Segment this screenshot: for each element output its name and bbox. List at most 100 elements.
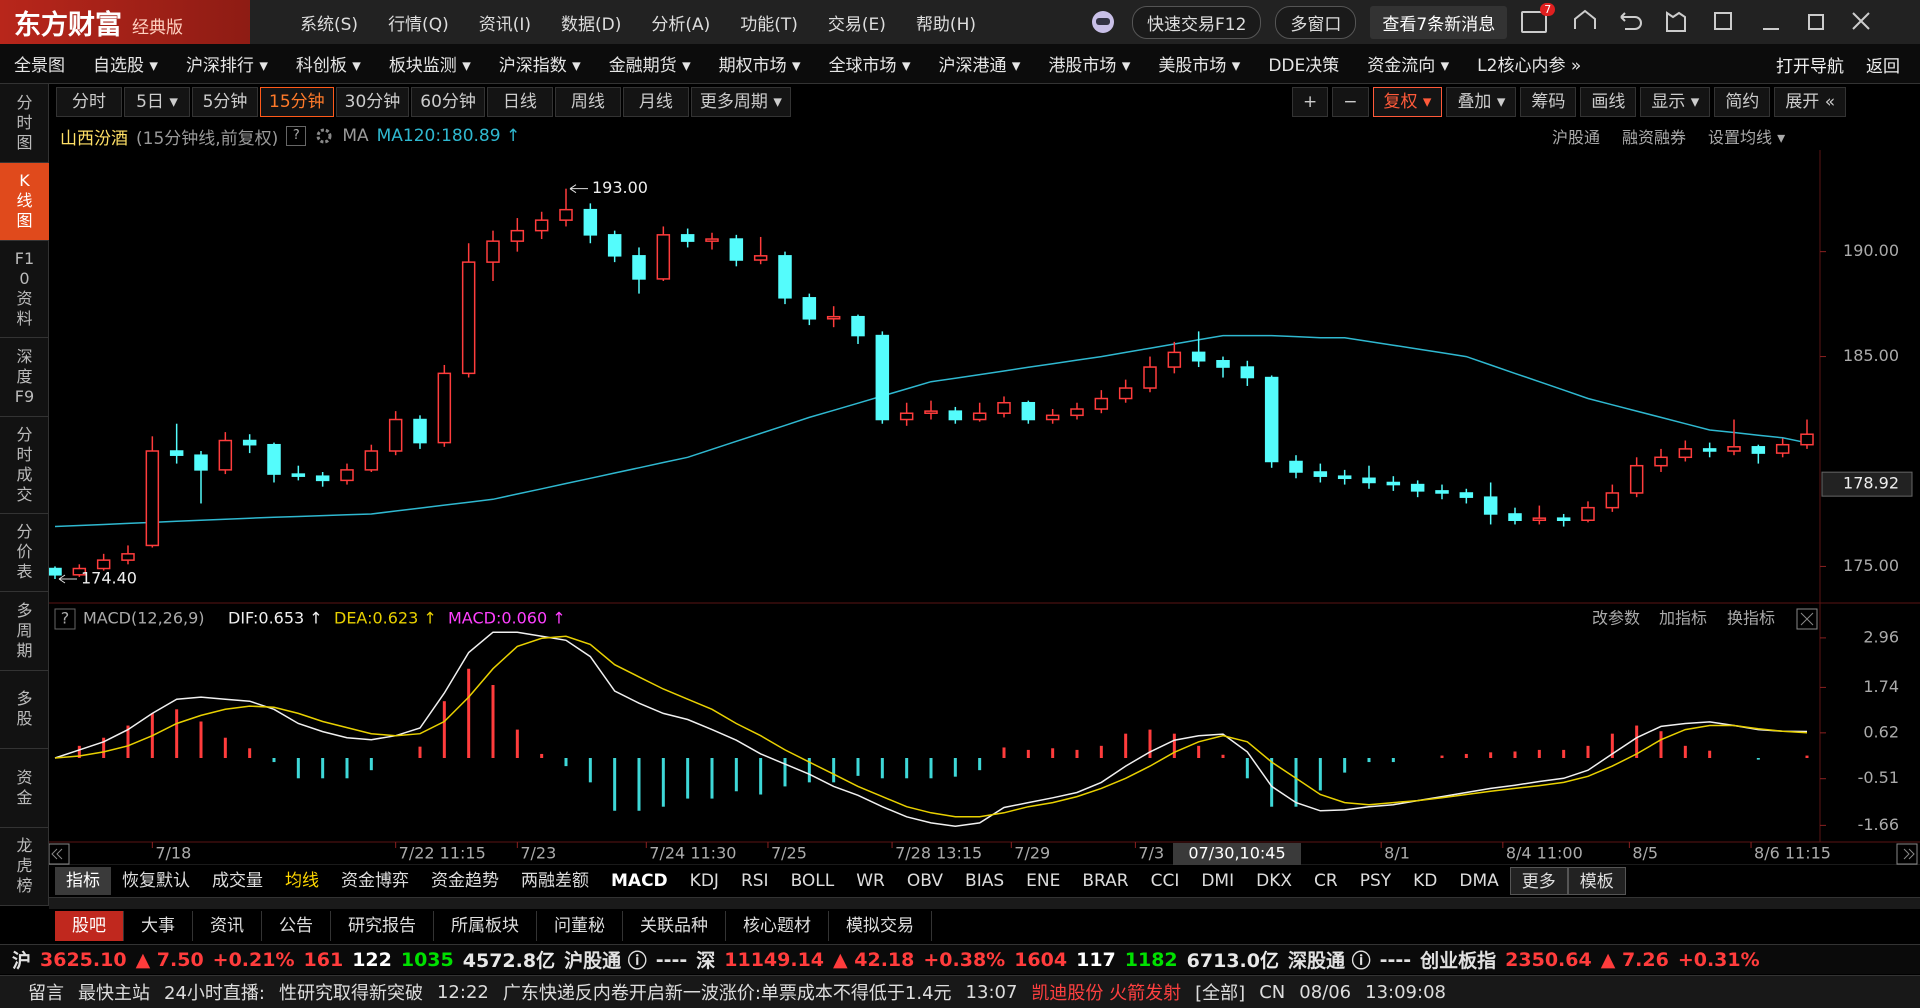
sidebar-tab[interactable]: 龙虎榜 <box>0 828 49 906</box>
bottom-tab[interactable]: 资讯 <box>193 911 262 941</box>
stock-link[interactable]: 设置均线 ▾ <box>1708 128 1786 147</box>
indicator-tab[interactable]: CR <box>1314 871 1338 891</box>
stock-link[interactable]: 融资融券 <box>1622 128 1687 147</box>
period-button[interactable]: 分时 <box>56 87 122 117</box>
news-field[interactable]: 最快主站 <box>78 983 150 1004</box>
indicator-tab[interactable]: 更多 <box>1509 867 1568 895</box>
period-button[interactable]: 5日 ▾ <box>124 87 190 117</box>
nav-item[interactable]: L2核心内参 » <box>1477 56 1582 76</box>
nav-item[interactable]: 科创板 ▾ <box>295 56 361 76</box>
indicator-tab[interactable]: 指标 <box>55 867 111 895</box>
tool-button[interactable]: 叠加 ▾ <box>1446 87 1517 117</box>
news-field[interactable]: 24小时直播: <box>164 983 265 1004</box>
indicator-tab[interactable]: DKX <box>1256 871 1293 891</box>
sidebar-tab[interactable]: K线图 <box>0 162 49 241</box>
nav-item[interactable]: 资金流向 ▾ <box>1367 56 1450 76</box>
sidebar-tab[interactable]: 分时成交 <box>0 417 49 514</box>
indicator-tab[interactable]: DMI <box>1201 871 1235 891</box>
close-button[interactable] <box>1796 608 1818 630</box>
bottom-tab[interactable]: 问董秘 <box>537 911 623 941</box>
indicator-tab[interactable]: KD <box>1413 871 1438 891</box>
menu-item[interactable]: 交易(E) <box>827 14 886 35</box>
bottom-tab[interactable]: 大事 <box>124 911 193 941</box>
period-button[interactable]: 5分钟 <box>192 87 258 117</box>
scroll-right[interactable] <box>1896 843 1918 865</box>
period-button[interactable]: 月线 <box>622 87 689 117</box>
news-field[interactable]: 13:09:08 <box>1365 981 1446 1003</box>
bottom-tab[interactable]: 关联品种 <box>623 911 726 941</box>
period-button[interactable]: 60分钟 <box>411 87 485 117</box>
tool-button[interactable]: 显示 ▾ <box>1640 87 1711 117</box>
indicator-tab[interactable]: 资金趋势 <box>431 871 499 891</box>
quick-trade[interactable]: 快速交易F12 <box>1132 5 1262 39</box>
bottom-tab[interactable]: 模拟交易 <box>829 911 932 941</box>
nav-right-item[interactable]: 打开导航 <box>1776 56 1844 77</box>
nav-item[interactable]: 全球市场 ▾ <box>828 56 911 76</box>
indicator-tab[interactable]: PSY <box>1359 871 1392 891</box>
menu-item[interactable]: 系统(S) <box>300 14 359 35</box>
indicator-tab[interactable]: MACD <box>611 871 668 891</box>
nav-item[interactable]: 港股市场 ▾ <box>1048 56 1131 76</box>
nav-right-item[interactable]: 返回 <box>1866 56 1900 77</box>
indicator-tab[interactable]: 两融差额 <box>521 871 589 891</box>
nav-item[interactable]: 全景图 <box>14 56 65 76</box>
nav-item[interactable]: 沪深港通 ▾ <box>938 56 1021 76</box>
period-button[interactable]: 更多周期 ▾ <box>690 87 791 117</box>
menu-item[interactable]: 行情(Q) <box>388 14 449 35</box>
menu-item[interactable]: 帮助(H) <box>915 14 976 35</box>
bottom-tab[interactable]: 核心题材 <box>726 911 829 941</box>
indicator-tab[interactable]: BRAR <box>1082 871 1129 891</box>
indicator-tab[interactable]: 资金博弈 <box>341 871 409 891</box>
multi-window[interactable]: 多窗口 <box>1275 5 1357 39</box>
nav-item[interactable]: 沪深排行 ▾ <box>185 56 268 76</box>
gear-icon[interactable] <box>314 126 334 146</box>
period-button[interactable]: 15分钟 <box>260 87 334 117</box>
nav-item[interactable]: 期权市场 ▾ <box>718 56 801 76</box>
nav-item[interactable]: 金融期货 ▾ <box>608 56 691 76</box>
news-field[interactable]: 留言 <box>28 983 64 1004</box>
indicator-tab[interactable]: ENE <box>1026 871 1061 891</box>
news-notice[interactable]: 查看7条新消息 <box>1370 5 1508 39</box>
mail-icon[interactable]: 7 <box>1521 3 1556 33</box>
news-field[interactable]: CN <box>1259 981 1286 1003</box>
news-field[interactable]: [全部] <box>1195 983 1246 1004</box>
macd-link[interactable]: 加指标 <box>1659 609 1707 628</box>
sidebar-tab[interactable]: 多股 <box>0 671 49 749</box>
tool-button[interactable]: 筹码 <box>1520 87 1577 117</box>
nav-item[interactable]: 板块监测 ▾ <box>388 56 471 76</box>
nav-item[interactable]: 美股市场 ▾ <box>1158 56 1241 76</box>
menu-item[interactable]: 功能(T) <box>740 14 798 35</box>
sidebar-tab[interactable]: 资金 <box>0 749 49 828</box>
tool-button[interactable]: − <box>1332 87 1369 117</box>
macd-link[interactable]: 改参数 <box>1592 609 1640 628</box>
indicator-tab[interactable]: RSI <box>740 871 769 891</box>
indicator-tab[interactable]: 恢复默认 <box>122 871 190 891</box>
logo[interactable]: 东方财富 经典版 <box>0 0 250 44</box>
sidebar-tab[interactable]: 多周期 <box>0 592 49 671</box>
indicator-tab[interactable]: BIAS <box>965 871 1005 891</box>
menu-item[interactable]: 资讯(I) <box>478 14 531 35</box>
bottom-tab[interactable]: 股吧 <box>55 911 124 941</box>
nav-item[interactable]: 自选股 ▾ <box>93 56 158 76</box>
indicator-tab[interactable]: 成交量 <box>212 871 263 891</box>
sidebar-tab[interactable]: 分价表 <box>0 514 49 592</box>
tool-button[interactable]: 展开 « <box>1774 87 1847 117</box>
tool-button[interactable]: 简约 <box>1714 87 1771 117</box>
news-field[interactable]: 08/06 <box>1299 981 1352 1003</box>
indicator-tab[interactable]: OBV <box>906 871 944 891</box>
period-button[interactable]: 30分钟 <box>335 87 410 117</box>
help[interactable]: ? <box>286 126 307 146</box>
indicator-tab[interactable]: 模板 <box>1567 867 1626 895</box>
menu-item[interactable]: 分析(A) <box>651 14 711 35</box>
indicator-tab[interactable]: WR <box>856 871 885 891</box>
stock-link[interactable]: 沪股通 <box>1552 128 1601 147</box>
indicator-tab[interactable]: KDJ <box>689 871 719 891</box>
bottom-tab[interactable]: 所属板块 <box>434 911 537 941</box>
menu-item[interactable]: 数据(D) <box>561 14 622 35</box>
tool-button[interactable]: + <box>1292 87 1329 117</box>
sidebar-tab[interactable]: 分时图 <box>0 84 49 163</box>
tool-button[interactable]: 复权 ▾ <box>1372 87 1443 117</box>
bottom-tab[interactable]: 公告 <box>262 911 331 941</box>
indicator-tab[interactable]: CCI <box>1150 871 1180 891</box>
scroll-left[interactable] <box>49 843 70 865</box>
